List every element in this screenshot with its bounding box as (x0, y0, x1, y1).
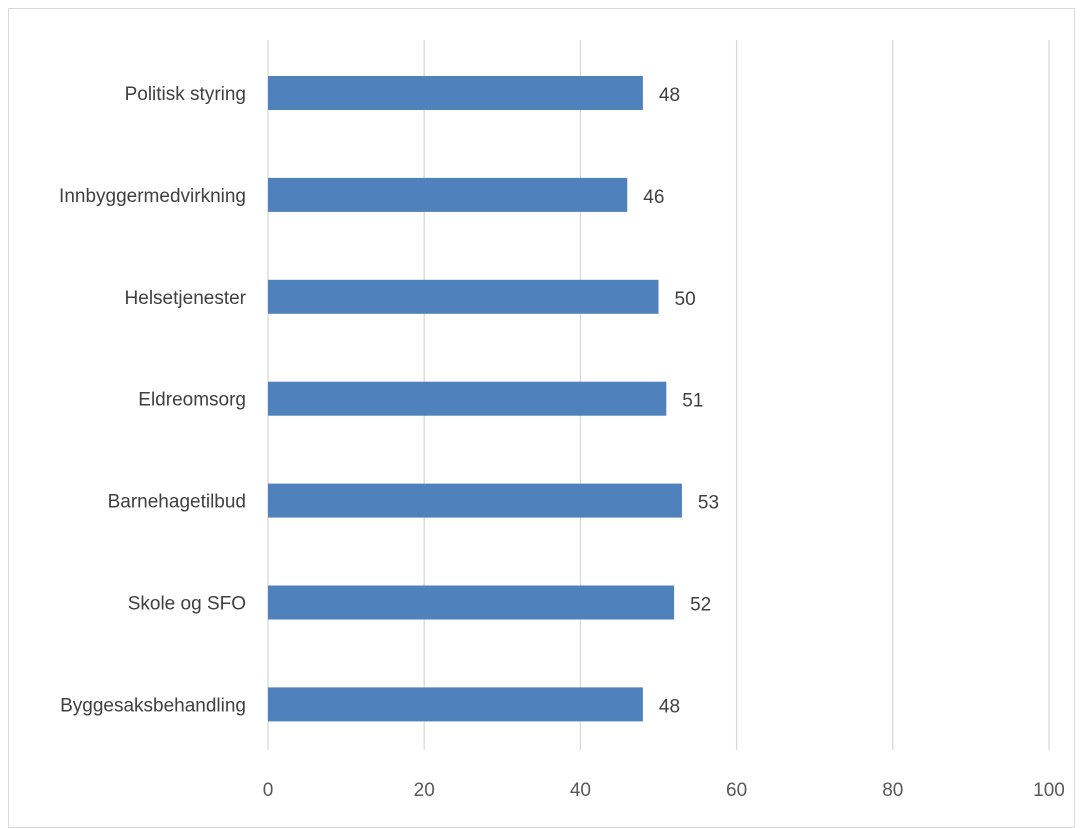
data-label: 46 (643, 187, 664, 208)
bar (268, 585, 675, 620)
data-label: 48 (659, 696, 680, 717)
bar (268, 76, 643, 110)
bar (268, 177, 628, 212)
category-label: Barnehagetilbud (108, 492, 246, 513)
bar (268, 687, 643, 722)
data-label: 51 (682, 391, 703, 412)
gridlines (267, 40, 1050, 750)
category-label: Skole og SFO (128, 594, 246, 615)
category-label: Eldreomsorg (138, 390, 246, 411)
bar (268, 381, 667, 416)
x-tick-label: 100 (1033, 780, 1065, 801)
x-tick-label: 60 (726, 780, 747, 801)
bar (268, 483, 682, 518)
data-label: 52 (690, 595, 711, 616)
category-label: Politisk styring (125, 84, 246, 105)
data-label: 48 (659, 85, 680, 106)
bar-chart: 0 20 40 60 80 100 Politisk styring 48 Innbyggerm… (59, 40, 1065, 801)
labels: 0 20 40 60 80 100 Politisk styring 48 Innbyggerm… (59, 84, 1065, 801)
x-tick-label: 0 (263, 780, 274, 801)
x-tick-label: 80 (882, 780, 903, 801)
data-label: 53 (698, 493, 719, 514)
category-label: Byggesaksbehandling (60, 695, 246, 716)
category-label: Helsetjenester (125, 288, 247, 309)
x-tick-label: 40 (570, 780, 591, 801)
bars (268, 76, 682, 722)
x-tick-label: 20 (414, 780, 435, 801)
category-label: Innbyggermedvirkning (59, 186, 246, 207)
data-label: 50 (675, 289, 696, 310)
bar (268, 279, 659, 314)
